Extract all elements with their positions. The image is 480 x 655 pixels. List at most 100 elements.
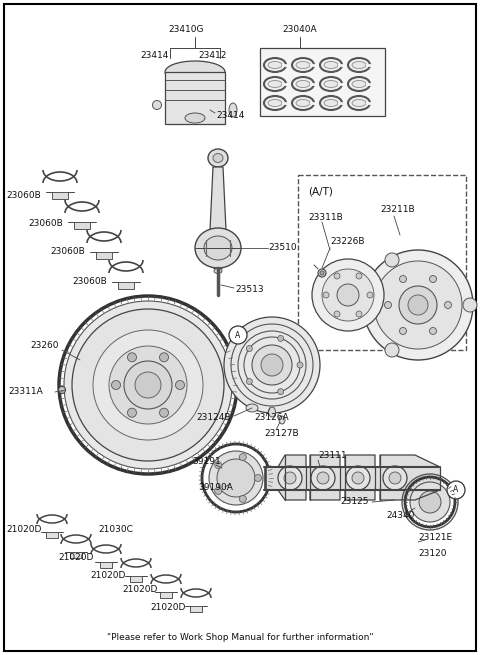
- Text: 21020D: 21020D: [122, 586, 157, 595]
- Ellipse shape: [312, 259, 384, 331]
- Bar: [74, 222, 90, 229]
- Text: 23120: 23120: [418, 550, 446, 559]
- Ellipse shape: [268, 407, 276, 417]
- Ellipse shape: [463, 298, 477, 312]
- Ellipse shape: [344, 466, 372, 494]
- Ellipse shape: [317, 472, 329, 484]
- Ellipse shape: [363, 250, 473, 360]
- Text: 23410G: 23410G: [168, 26, 204, 35]
- Text: 23513: 23513: [235, 286, 264, 295]
- Ellipse shape: [356, 311, 362, 317]
- Ellipse shape: [320, 58, 342, 72]
- Ellipse shape: [297, 362, 303, 368]
- Polygon shape: [278, 455, 285, 500]
- Ellipse shape: [176, 381, 184, 390]
- Polygon shape: [265, 467, 278, 490]
- Text: 23226B: 23226B: [330, 238, 364, 246]
- Text: 39191: 39191: [192, 457, 221, 466]
- Ellipse shape: [246, 379, 252, 384]
- Ellipse shape: [320, 77, 342, 91]
- Text: 39190A: 39190A: [198, 483, 233, 491]
- Ellipse shape: [296, 100, 310, 107]
- Ellipse shape: [278, 466, 302, 490]
- Text: 23060B: 23060B: [6, 191, 41, 200]
- Ellipse shape: [419, 491, 441, 513]
- Ellipse shape: [264, 96, 286, 110]
- Ellipse shape: [352, 472, 364, 484]
- Ellipse shape: [268, 81, 282, 88]
- Bar: [118, 282, 134, 289]
- Text: 23211B: 23211B: [380, 206, 415, 214]
- Polygon shape: [306, 467, 310, 490]
- Ellipse shape: [292, 58, 314, 72]
- Text: 21030C: 21030C: [98, 525, 133, 534]
- Bar: [260, 48, 385, 116]
- Ellipse shape: [351, 473, 365, 487]
- Ellipse shape: [111, 381, 120, 390]
- Ellipse shape: [93, 330, 203, 440]
- Text: 23125: 23125: [340, 498, 369, 506]
- Ellipse shape: [208, 149, 228, 167]
- Text: 23124B: 23124B: [196, 413, 230, 422]
- Ellipse shape: [264, 58, 286, 72]
- Ellipse shape: [292, 96, 314, 110]
- Ellipse shape: [430, 328, 436, 335]
- Bar: [160, 592, 172, 598]
- Ellipse shape: [322, 269, 374, 321]
- Ellipse shape: [268, 100, 282, 107]
- Ellipse shape: [165, 61, 225, 83]
- Polygon shape: [415, 455, 440, 500]
- Ellipse shape: [296, 62, 310, 69]
- Ellipse shape: [72, 309, 224, 461]
- Text: 23260: 23260: [30, 341, 59, 350]
- Ellipse shape: [430, 276, 436, 282]
- Bar: [100, 562, 112, 568]
- Ellipse shape: [240, 453, 246, 460]
- Ellipse shape: [215, 462, 222, 468]
- Bar: [190, 606, 202, 612]
- Ellipse shape: [261, 354, 283, 376]
- Polygon shape: [380, 455, 415, 500]
- Ellipse shape: [410, 482, 450, 522]
- Text: 21020D: 21020D: [90, 571, 125, 580]
- Ellipse shape: [324, 81, 338, 88]
- Ellipse shape: [215, 487, 222, 495]
- Bar: [96, 252, 112, 259]
- Ellipse shape: [296, 81, 310, 88]
- Ellipse shape: [109, 346, 187, 424]
- Text: 23060B: 23060B: [72, 278, 107, 286]
- Ellipse shape: [399, 286, 437, 324]
- Ellipse shape: [252, 345, 292, 385]
- Ellipse shape: [323, 292, 329, 298]
- Ellipse shape: [268, 62, 282, 69]
- Polygon shape: [285, 455, 306, 500]
- Ellipse shape: [306, 466, 334, 494]
- Bar: [52, 192, 68, 199]
- Bar: [46, 532, 58, 538]
- Circle shape: [229, 326, 247, 344]
- Ellipse shape: [352, 62, 366, 69]
- Text: 21020D: 21020D: [58, 553, 94, 563]
- Text: 23060B: 23060B: [50, 248, 85, 257]
- Bar: [70, 552, 82, 558]
- Ellipse shape: [383, 466, 407, 490]
- Ellipse shape: [292, 77, 314, 91]
- Text: 23414: 23414: [140, 50, 168, 60]
- Ellipse shape: [124, 361, 172, 409]
- Ellipse shape: [346, 466, 370, 490]
- Ellipse shape: [59, 386, 65, 394]
- Ellipse shape: [385, 253, 399, 267]
- Ellipse shape: [337, 284, 359, 306]
- Ellipse shape: [153, 100, 161, 109]
- Polygon shape: [375, 467, 380, 490]
- Ellipse shape: [283, 473, 297, 487]
- Ellipse shape: [311, 466, 335, 490]
- Text: 23121E: 23121E: [418, 533, 452, 542]
- Ellipse shape: [159, 408, 168, 417]
- Ellipse shape: [277, 388, 284, 394]
- Ellipse shape: [399, 276, 407, 282]
- Bar: [130, 576, 142, 582]
- Ellipse shape: [284, 472, 296, 484]
- Ellipse shape: [391, 473, 405, 487]
- Ellipse shape: [352, 100, 366, 107]
